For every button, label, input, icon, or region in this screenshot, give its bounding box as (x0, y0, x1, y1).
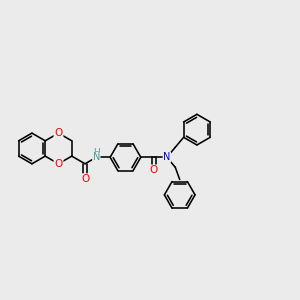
Text: N: N (163, 152, 171, 162)
Text: O: O (81, 174, 89, 184)
Text: N: N (93, 152, 100, 162)
Text: O: O (54, 159, 63, 169)
Text: O: O (150, 165, 158, 175)
Text: O: O (54, 128, 63, 138)
Text: H: H (94, 148, 100, 157)
